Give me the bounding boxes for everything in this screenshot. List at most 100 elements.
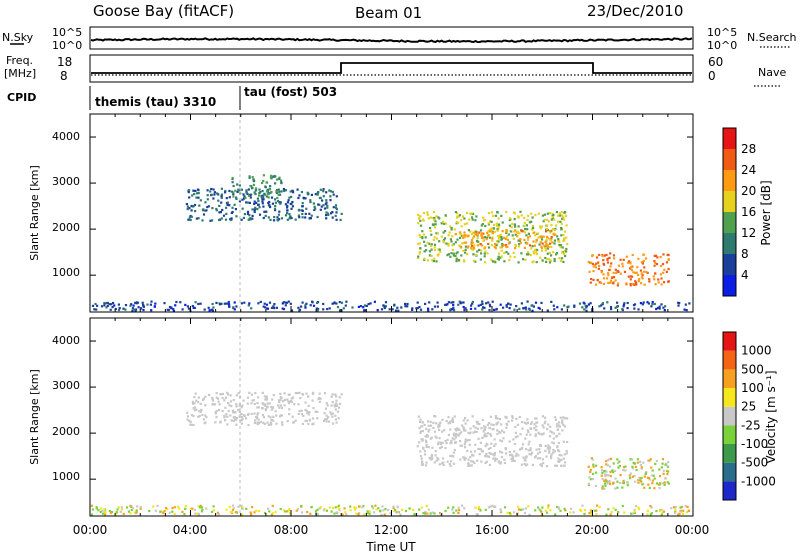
data-cell	[278, 177, 281, 181]
data-cell	[560, 257, 564, 260]
data-cell	[374, 504, 377, 507]
data-cell	[301, 205, 304, 208]
data-cell	[326, 404, 329, 407]
data-cell	[497, 217, 500, 220]
data-cell	[506, 423, 509, 426]
data-cell	[335, 206, 338, 209]
data-cell	[202, 397, 205, 400]
data-cell	[653, 254, 656, 257]
data-cell	[195, 399, 198, 402]
data-cell	[246, 402, 249, 405]
data-cell	[537, 506, 540, 509]
data-cell	[486, 234, 490, 237]
data-cell	[314, 510, 318, 513]
data-cell	[272, 219, 276, 222]
data-cell	[488, 451, 491, 455]
data-cell	[305, 420, 308, 423]
data-cell	[304, 304, 307, 307]
data-cell	[499, 439, 502, 442]
data-cell	[530, 304, 533, 307]
data-cell	[251, 186, 254, 189]
data-cell	[651, 479, 654, 482]
data-cell	[543, 422, 546, 425]
data-cell	[531, 451, 534, 454]
data-cell	[334, 408, 337, 411]
data-cell	[384, 305, 387, 308]
data-cell	[261, 181, 264, 185]
data-cell	[670, 507, 673, 510]
data-cell	[487, 230, 490, 233]
data-cell	[297, 306, 300, 309]
data-cell	[133, 308, 136, 311]
data-cell	[505, 210, 508, 214]
data-cell	[637, 506, 640, 509]
data-cell	[366, 510, 369, 513]
data-cell	[235, 423, 238, 426]
data-cell	[616, 269, 619, 273]
power-colorbar-swatch	[723, 128, 736, 149]
data-cell	[399, 513, 402, 516]
data-cell	[271, 398, 274, 401]
data-cell	[215, 209, 218, 212]
data-cell	[470, 464, 473, 467]
data-cell	[652, 474, 655, 477]
data-cell	[261, 413, 265, 417]
data-cell	[474, 307, 477, 310]
nave-label: Nave	[758, 66, 786, 79]
data-cell	[639, 269, 642, 272]
data-cell	[287, 199, 290, 202]
data-cell	[268, 402, 271, 405]
data-cell	[197, 396, 200, 399]
data-cell	[268, 188, 272, 191]
x-tick-1600: 16:00	[475, 523, 510, 537]
data-cell	[592, 270, 595, 273]
data-cell	[197, 217, 200, 220]
data-cell	[260, 196, 263, 199]
data-cell	[511, 456, 514, 459]
data-cell	[389, 512, 392, 515]
data-cell	[202, 398, 205, 401]
data-cell	[638, 508, 641, 511]
data-cell	[560, 222, 563, 225]
data-cell	[495, 308, 498, 311]
data-cell	[484, 250, 487, 253]
data-cell	[585, 305, 589, 308]
data-cell	[560, 308, 563, 311]
data-cell	[108, 510, 111, 513]
data-cell	[677, 513, 680, 516]
data-cell	[600, 474, 603, 477]
data-cell	[136, 301, 139, 304]
data-cell	[463, 507, 466, 510]
data-cell	[462, 429, 466, 432]
cpid-label: CPID	[7, 91, 36, 104]
data-cell	[197, 401, 200, 404]
data-cell	[404, 305, 407, 308]
data-cell	[554, 418, 558, 421]
data-cell	[271, 202, 274, 205]
data-cell	[549, 230, 552, 233]
data-cell	[425, 441, 428, 444]
data-cell	[514, 436, 517, 439]
data-cell	[427, 430, 430, 433]
data-cell	[316, 417, 319, 420]
data-cell	[462, 301, 465, 304]
data-cell	[220, 187, 223, 190]
data-cell	[290, 309, 294, 312]
data-cell	[376, 309, 379, 312]
data-cell	[192, 423, 195, 426]
data-cell	[277, 404, 280, 407]
data-cell	[369, 302, 372, 305]
data-cell	[101, 509, 104, 512]
data-cell	[210, 510, 214, 513]
data-cell	[540, 247, 544, 250]
data-cell	[179, 301, 182, 304]
data-cell	[142, 304, 145, 307]
data-cell	[235, 196, 238, 199]
data-cell	[421, 430, 424, 433]
velocity-colorbar-tick: 100	[741, 381, 764, 395]
data-cell	[279, 201, 282, 204]
data-cell	[227, 393, 230, 396]
data-cell	[585, 309, 588, 312]
data-cell	[583, 308, 586, 311]
data-cell	[265, 195, 268, 198]
